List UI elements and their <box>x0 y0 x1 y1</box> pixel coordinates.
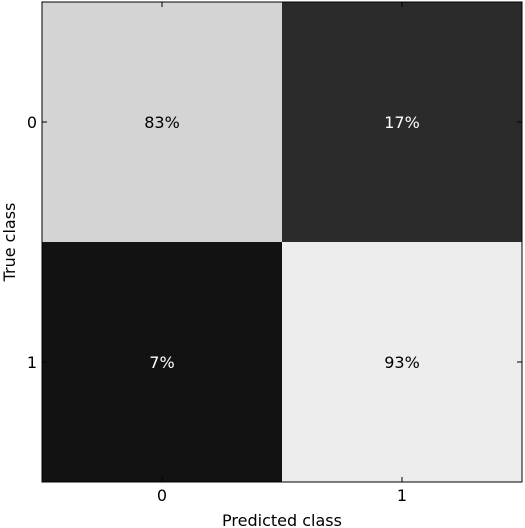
plot-frame <box>41 1 523 483</box>
tick-labels: 0 1 0 1 <box>27 113 407 505</box>
x-tick-label-1: 1 <box>397 486 407 505</box>
cell-value-label-0-1: 17% <box>384 113 420 132</box>
cell-value-label-1-1: 93% <box>384 353 420 372</box>
heatmap-cell-0-0 <box>42 2 282 242</box>
heatmap-cell-1-0 <box>42 242 282 482</box>
heatmap-cell-0-1 <box>282 2 522 242</box>
cell-value-label-0-0: 83% <box>144 113 180 132</box>
y-tick-label-1: 1 <box>27 353 37 372</box>
heatmap-cell-1-1 <box>282 242 522 482</box>
heatmap-cells: 83% 17% 7% 93% <box>42 2 522 482</box>
axis-ticks <box>42 2 522 482</box>
cell-value-label-1-0: 7% <box>149 353 174 372</box>
x-axis-label: Predicted class <box>222 511 342 528</box>
y-tick-label-0: 0 <box>27 113 37 132</box>
x-tick-label-0: 0 <box>157 486 167 505</box>
y-axis-label: True class <box>0 203 19 283</box>
